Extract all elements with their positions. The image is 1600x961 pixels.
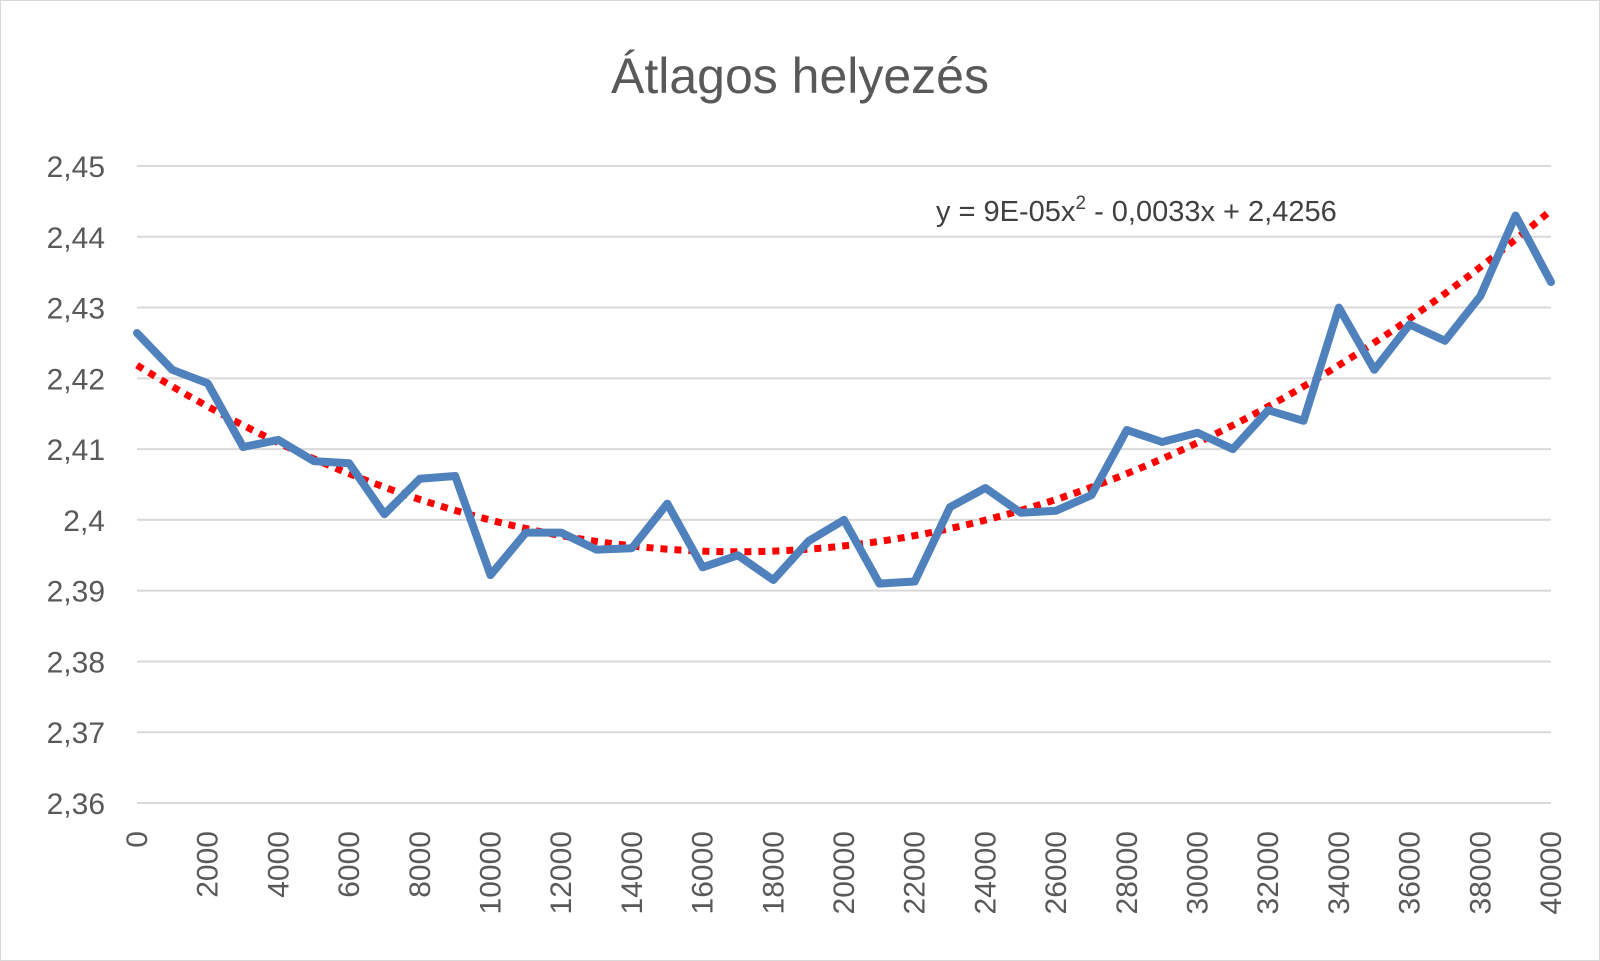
x-tick-label: 2000 [192,831,225,898]
data-point [1091,494,1092,496]
data-point [984,487,986,489]
trendline-equation-rest: - 0,0033x + 2,4256 [1086,196,1337,228]
x-tick-label: 30000 [1182,831,1215,914]
trendline-equation-superscript: 2 [1075,193,1086,214]
data-point [1232,448,1234,450]
x-tick-label: 20000 [828,831,861,914]
data-point [1161,441,1163,443]
y-tick-label: 2,4 [63,505,105,538]
data-point [454,475,456,477]
data-point [207,382,209,384]
data-point [1338,307,1340,309]
x-tick-label: 14000 [616,831,649,914]
y-axis-tick-labels: 2,36 2,37 2,38 2,39 2,4 2,41 2,42 2,43 2,44 2,45 [47,151,105,821]
y-tick-label: 2,36 [47,788,105,821]
data-point [914,581,916,582]
data-point [1020,512,1022,514]
x-tick-label: 6000 [333,831,366,898]
y-tick-label: 2,43 [47,293,105,326]
x-tick-label: 32000 [1252,831,1285,914]
x-tick-label: 38000 [1464,831,1497,914]
y-tick-label: 2,37 [47,717,105,750]
y-tick-label: 2,39 [47,576,105,609]
data-point [348,462,350,464]
data-point [171,369,173,371]
series-layer [133,211,1555,588]
x-tick-label: 40000 [1535,831,1568,914]
data-point [772,579,774,581]
data-point [666,503,668,505]
trendline-equation: y = 9E-05x2 - 0,0033x + 2,4256 [936,193,1337,228]
data-point [1515,215,1517,216]
data-point [808,540,810,542]
x-tick-label: 22000 [899,831,932,914]
y-tick-label: 2,38 [47,646,105,679]
trendline [135,207,1554,556]
x-tick-label: 12000 [545,831,578,914]
data-point [1550,281,1552,283]
data-point [843,519,845,521]
x-tick-label: 18000 [757,831,790,914]
x-tick-label: 4000 [262,831,295,898]
data-point [1303,420,1304,422]
x-axis-tick-labels: 0 2000 4000 6000 8000 10000 12000 14000 16000 180… [121,831,1568,914]
data-point [702,566,704,568]
data-point [419,478,421,480]
data-point [383,513,385,515]
y-tick-label: 2,41 [47,434,105,467]
data-point [277,439,279,441]
data-point [1409,324,1411,325]
gridlines [137,165,1551,804]
data-point [878,583,880,585]
data-point [737,554,739,556]
data-point [1373,369,1375,371]
x-tick-label: 16000 [687,831,720,914]
trendline-layer [135,207,1554,556]
data-point [1126,429,1128,431]
chart-title: Átlagos helyezés [611,48,989,104]
x-tick-label: 0 [121,831,154,848]
x-tick-label: 8000 [404,831,437,898]
y-tick-label: 2,45 [47,151,105,184]
data-point [1197,432,1198,434]
x-tick-label: 36000 [1394,831,1427,914]
data-point [242,446,244,448]
x-tick-label: 34000 [1323,831,1356,914]
x-tick-label: 10000 [475,831,508,914]
x-tick-label: 24000 [969,831,1002,914]
data-point [1267,409,1269,411]
data-point [1055,510,1057,512]
y-tick-label: 2,44 [47,222,105,255]
data-point [136,332,138,334]
y-tick-label: 2,42 [47,363,105,396]
data-point [313,460,315,462]
data-point [1479,295,1481,297]
trendline-equation-main: y = 9E-05x [936,196,1076,228]
data-point [525,532,527,534]
data-point [949,506,951,508]
x-tick-label: 28000 [1111,831,1144,914]
data-point [490,574,491,576]
data-point [560,532,562,534]
x-tick-label: 26000 [1040,831,1073,914]
data-point [596,549,597,551]
series-line [133,211,1555,588]
data-point [1444,340,1446,342]
data-point [631,547,633,549]
